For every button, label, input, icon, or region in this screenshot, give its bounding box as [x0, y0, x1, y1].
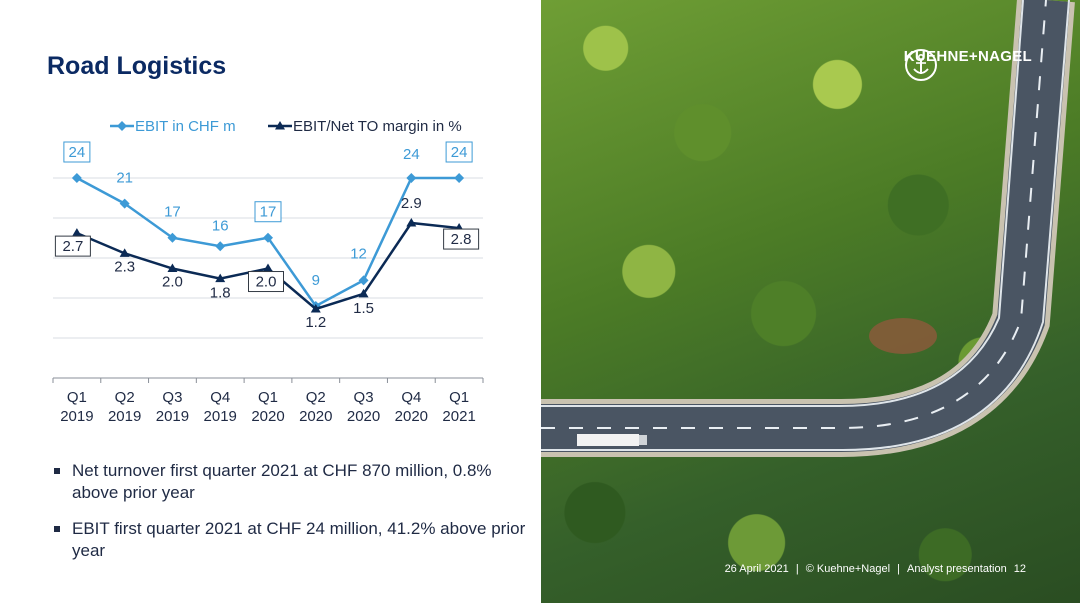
data-label: 24 — [69, 144, 86, 161]
data-point — [215, 273, 226, 283]
data-point — [215, 241, 226, 252]
data-label: 2.3 — [114, 258, 135, 275]
legend-label: EBIT/Net TO margin in % — [293, 118, 462, 135]
data-point — [263, 263, 273, 273]
data-point — [358, 288, 369, 298]
data-label: 1.2 — [305, 314, 326, 331]
data-point — [119, 198, 130, 209]
data-label: 24 — [451, 144, 468, 161]
data-label: 2.7 — [62, 238, 83, 255]
x-tick-label: 2021 — [442, 408, 475, 425]
aerial-road-photo: KUEHNE+NAGEL 26 April 2021 | © Kuehne+Na… — [541, 0, 1080, 603]
x-tick-label: Q3 — [162, 389, 182, 406]
footer-date: 26 April 2021 — [724, 563, 789, 575]
data-label: 9 — [312, 272, 320, 289]
data-point — [310, 304, 321, 313]
data-label: 2.0 — [256, 274, 277, 291]
x-tick-label: 2020 — [299, 408, 332, 425]
data-label: 2.8 — [451, 231, 472, 248]
data-label: 24 — [403, 146, 420, 163]
x-tick-label: Q2 — [115, 389, 135, 406]
footer-separator: | — [897, 563, 900, 575]
bullet-text: Net turnover first quarter 2021 at CHF 8… — [72, 461, 492, 502]
x-tick-label: Q1 — [449, 389, 469, 406]
data-label: 12 — [350, 245, 367, 262]
x-tick-label: 2019 — [108, 408, 141, 425]
data-point — [119, 248, 130, 257]
footer-presentation: Analyst presentation — [907, 563, 1007, 575]
data-point — [71, 173, 82, 183]
anchor-icon — [904, 49, 937, 81]
legend-label: EBIT in CHF m — [135, 118, 236, 135]
data-label: 17 — [260, 204, 277, 221]
bullet-item: EBIT first quarter 2021 at CHF 24 millio… — [50, 518, 530, 562]
data-label: 2.9 — [401, 195, 422, 212]
x-tick-label: 2020 — [251, 408, 284, 425]
data-point — [167, 232, 178, 243]
x-tick-label: 2020 — [395, 408, 428, 425]
x-tick-label: 2019 — [204, 408, 237, 425]
data-label: 16 — [212, 217, 229, 234]
data-point — [263, 232, 273, 243]
truck-shape — [577, 434, 639, 446]
data-label-box — [63, 141, 91, 163]
x-tick-label: Q2 — [306, 389, 326, 406]
data-label: 2.0 — [162, 274, 183, 291]
data-point — [167, 263, 178, 273]
slide-footer: 26 April 2021 | © Kuehne+Nagel | Analyst… — [541, 563, 1080, 575]
slide-title: Road Logistics — [47, 52, 227, 80]
x-tick-label: 2019 — [156, 408, 189, 425]
footer-page-number: 12 — [1013, 563, 1026, 575]
legend-marker — [117, 121, 127, 131]
x-tick-label: 2019 — [60, 408, 93, 425]
x-tick-label: 2020 — [347, 408, 380, 425]
bullet-list: Net turnover first quarter 2021 at CHF 8… — [50, 460, 530, 576]
data-label: 21 — [116, 170, 133, 187]
data-point — [406, 218, 417, 227]
data-label-box — [248, 271, 284, 293]
data-label-box — [443, 228, 480, 250]
data-point — [358, 275, 369, 286]
bullet-text: EBIT first quarter 2021 at CHF 24 millio… — [72, 519, 526, 560]
bullet-marker — [54, 526, 60, 532]
ebit-line-chart: Q1 2019 Q2 2019 Q3 2019 Q4 2019 Q1 2020 Q2 2020 Q3 20… — [52, 118, 484, 425]
data-point — [71, 228, 82, 237]
legend-marker — [275, 121, 285, 130]
bullet-marker — [54, 468, 60, 474]
data-point — [454, 173, 465, 183]
data-label-box — [254, 201, 282, 223]
data-label: 1.5 — [353, 300, 374, 317]
data-label: 17 — [164, 204, 181, 221]
kuehne-nagel-logo: KUEHNE+NAGEL — [904, 48, 1032, 81]
footer-copyright: © Kuehne+Nagel — [805, 563, 891, 575]
road-illustration — [541, 0, 1075, 457]
x-tick-label: Q4 — [401, 389, 421, 406]
x-tick-label: Q1 — [258, 389, 278, 406]
footer-separator: | — [795, 563, 799, 575]
bullet-item: Net turnover first quarter 2021 at CHF 8… — [50, 460, 530, 504]
data-label: 1.8 — [210, 285, 231, 302]
x-tick-label: Q3 — [354, 389, 374, 406]
x-tick-label: Q4 — [210, 389, 230, 406]
data-point — [406, 173, 417, 183]
data-label-box — [445, 141, 473, 163]
x-tick-label: Q1 — [67, 389, 87, 406]
data-label-box — [54, 235, 91, 257]
